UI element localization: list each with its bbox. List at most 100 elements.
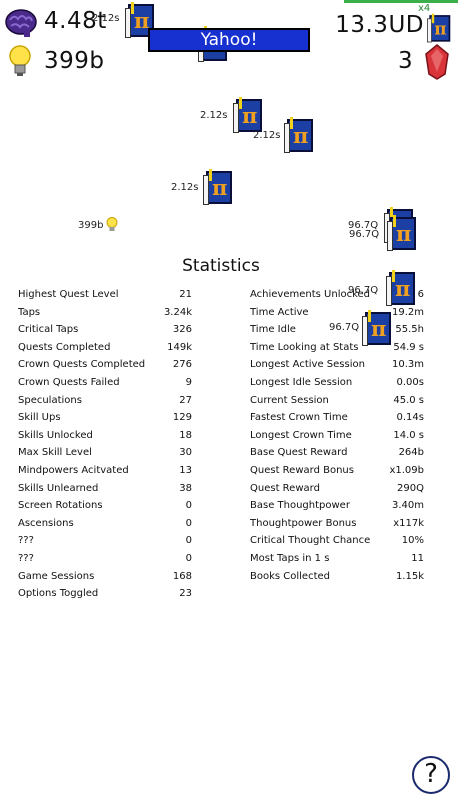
stat-value: 10%: [401, 535, 424, 547]
floating-time-label: 2.12s: [253, 130, 281, 141]
stat-row: Time Idle 55.5h: [250, 321, 424, 338]
stat-label: Highest Quest Level: [18, 289, 119, 300]
stat-label: Base Thoughtpower: [250, 500, 350, 512]
stat-value: 55.5h: [395, 324, 424, 336]
stat-label: Longest Crown Time: [250, 429, 352, 441]
stat-value: 45.0 s: [393, 394, 424, 406]
stat-value: 0.00s: [396, 377, 424, 388]
statistics-title: Statistics: [182, 256, 260, 276]
stat-value: 3.24k: [163, 306, 192, 318]
thoughtpower-value: 4.48t: [44, 8, 107, 34]
stat-value: 27: [179, 394, 192, 406]
floating-reward-label: 96.7Q: [348, 220, 379, 231]
stat-row: Fastest Crown Time 0.14s: [250, 409, 424, 426]
stat-label: Critical Thought Chance: [250, 535, 371, 547]
currency-value: 13.3UD: [335, 12, 424, 38]
stat-value: 290Q: [397, 482, 424, 494]
stat-value: x117k: [393, 517, 424, 529]
stat-row: Quest Reward Bonus x1.09b: [250, 462, 424, 479]
floating-book[interactable]: π: [203, 169, 233, 205]
stat-value: 0: [185, 517, 192, 529]
stat-value: 13: [179, 465, 192, 476]
stat-label: Screen Rotations: [18, 500, 103, 512]
stat-row: ??? 0: [18, 532, 192, 549]
floating-time-label: 2.12s: [200, 110, 228, 121]
stat-label: Max Skill Level: [18, 447, 92, 459]
stat-value: 14.0 s: [393, 429, 424, 441]
floating-reward-label: 96.7Q: [349, 229, 380, 240]
lightbulb-icon: [9, 45, 31, 76]
stat-label: Options Toggled: [18, 588, 99, 600]
stat-value: 276: [172, 359, 192, 371]
stat-value: 1.15k: [395, 570, 424, 582]
stat-label: Quest Reward: [250, 482, 320, 494]
floating-book[interactable]: π: [233, 97, 263, 133]
stat-row: Speculations 27: [18, 392, 192, 409]
stat-value: 149k: [167, 341, 192, 353]
stat-label: Time Idle: [250, 324, 296, 336]
stat-row: Time Looking at Stats 54.9 s: [250, 339, 424, 356]
stat-row: Game Sessions 168: [18, 568, 192, 585]
stat-value: 19.2m: [391, 306, 424, 318]
floating-book[interactable]: π: [386, 270, 416, 306]
stat-label: ???: [18, 535, 34, 547]
stat-value: 0: [185, 535, 192, 547]
stat-label: Speculations: [18, 394, 82, 406]
stat-row: Critical Taps 326: [18, 321, 192, 338]
stat-value: 11: [411, 553, 424, 564]
stat-row: Longest Active Session 10.3m: [250, 356, 424, 373]
stat-row: Books Collected 1.15k: [250, 568, 424, 585]
stat-value: x1.09b: [389, 465, 424, 476]
stat-value: 9: [185, 377, 192, 388]
floating-book[interactable]: π: [362, 310, 392, 346]
stat-label: Critical Taps: [18, 324, 79, 336]
stat-label: Ascensions: [18, 517, 74, 529]
stat-label: Game Sessions: [18, 570, 95, 582]
stat-value: 326: [172, 324, 192, 336]
stat-row: Quests Completed 149k: [18, 339, 192, 356]
stat-label: Time Looking at Stats: [250, 341, 359, 353]
stat-label: Mindpowers Acitvated: [18, 465, 129, 476]
stat-label: Fastest Crown Time: [250, 412, 348, 424]
floating-reward-label: 96.7Q: [348, 285, 379, 296]
floating-time-label: 2.12s: [171, 182, 199, 193]
stat-row: Most Taps in 1 s 11: [250, 550, 424, 567]
stat-label: Skill Ups: [18, 412, 61, 424]
stat-value: 168: [172, 570, 192, 582]
stat-value: 30: [179, 447, 192, 459]
stat-row: Highest Quest Level 21: [18, 286, 192, 303]
floating-reward-label: 96.7Q: [329, 322, 360, 333]
stat-label: Base Quest Reward: [250, 447, 348, 459]
stat-value: 10.3m: [391, 359, 424, 371]
stat-row: Screen Rotations 0: [18, 497, 192, 514]
stat-label: Most Taps in 1 s: [250, 553, 330, 564]
stat-label: Crown Quests Completed: [18, 359, 146, 371]
stat-row: Current Session 45.0 s: [250, 392, 424, 409]
stat-label: ???: [18, 553, 34, 564]
stat-value: 0: [185, 553, 192, 564]
help-button[interactable]: ?: [412, 756, 450, 794]
brain-icon: [5, 9, 37, 37]
stat-value: 0.14s: [396, 412, 424, 424]
floating-book[interactable]: π: [284, 117, 314, 153]
stat-row: ??? 0: [18, 550, 192, 567]
ideas-value: 399b: [44, 48, 105, 74]
stat-row: Ascensions 0: [18, 515, 192, 532]
stat-label: Quests Completed: [18, 341, 111, 353]
stat-value: 23: [179, 588, 192, 600]
stat-row: Skill Ups 129: [18, 409, 192, 426]
stat-row: Longest Idle Session 0.00s: [250, 374, 424, 391]
stat-label: Skills Unlearned: [18, 482, 99, 494]
stat-row: Mindpowers Acitvated 13: [18, 462, 192, 479]
stat-label: Current Session: [250, 394, 329, 406]
book-icon[interactable]: π: [427, 13, 451, 43]
floating-time-label: 2.12s: [92, 13, 120, 24]
stat-label: Longest Idle Session: [250, 377, 353, 388]
stat-row: Crown Quests Completed 276: [18, 356, 192, 373]
stat-row: Crown Quests Failed 9: [18, 374, 192, 391]
floating-book[interactable]: π: [387, 215, 417, 251]
stat-row: Skills Unlocked 18: [18, 427, 192, 444]
stat-label: Longest Active Session: [250, 359, 365, 371]
stat-row: Max Skill Level 30: [18, 444, 192, 461]
stat-label: Skills Unlocked: [18, 429, 93, 441]
